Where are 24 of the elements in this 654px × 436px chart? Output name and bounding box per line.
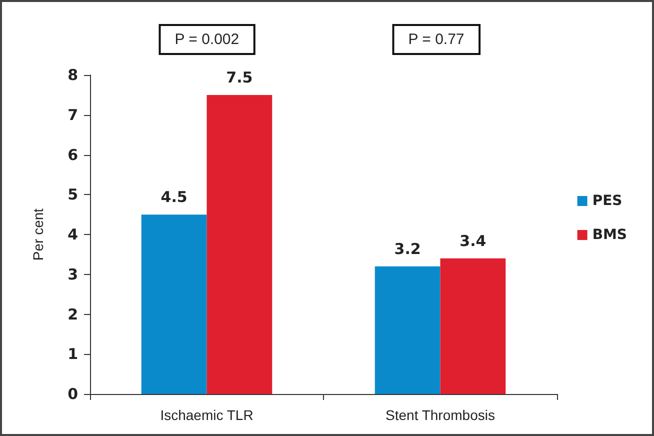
y-tick-label: 5 — [68, 186, 78, 204]
x-tick-label: Stent Thrombosis — [386, 407, 495, 423]
legend-label: BMS — [592, 227, 627, 243]
bar — [141, 214, 207, 394]
data-label: 3.4 — [460, 232, 486, 250]
text: P = 0.002 — [174, 31, 240, 48]
y-tick-label: 0 — [68, 385, 78, 403]
bar — [206, 94, 272, 394]
bar — [440, 258, 506, 394]
y-tick-label: 3 — [68, 265, 78, 284]
y-tick-label: 6 — [68, 146, 78, 164]
data-label: 4.5 — [160, 188, 188, 206]
bar — [374, 266, 440, 394]
data-label: 3.2 — [394, 240, 421, 258]
legend-label: PES — [592, 193, 622, 209]
y-tick-label: 1 — [68, 345, 78, 364]
x-tick-label: Ischaemic TLR — [160, 407, 254, 423]
y-tick-label: 8 — [68, 66, 78, 84]
y-tick-label: 7 — [68, 106, 78, 124]
text: P = 0.77 — [408, 31, 464, 48]
data-label: 7.5 — [226, 68, 253, 86]
y-tick-label: 4 — [68, 226, 78, 244]
y-axis-title: Per cent — [30, 208, 46, 261]
y-tick-label: 2 — [68, 305, 78, 324]
